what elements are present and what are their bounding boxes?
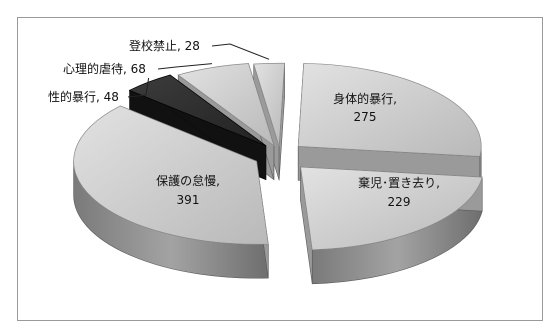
leader-line-psychological-abuse: [157, 63, 213, 70]
slice-value-abandonment: 229: [388, 195, 411, 209]
pie-slice-abandonment: [300, 166, 483, 285]
slice-label-school-ban: 登校禁止, 28: [129, 38, 200, 53]
leader-line-sexual-abuse: [127, 77, 150, 98]
slice-label-psychological-abuse: 心理的虐待, 68: [63, 61, 146, 76]
slice-label-body-violence: 身体的暴行,: [333, 91, 397, 106]
slice-label-neglect: 保護の怠慢,: [156, 173, 220, 188]
slice-label-abandonment: 棄児･置き去り,: [358, 175, 440, 190]
leader-line-school-ban: [211, 43, 270, 60]
pie-slice-neglect: [73, 105, 269, 279]
pie-slices: [73, 62, 483, 285]
slice-value-neglect: 391: [177, 193, 200, 207]
slice-value-body-violence: 275: [354, 110, 377, 124]
slice-label-sexual-abuse: 性的暴行, 48: [48, 89, 119, 104]
leader-lines: [127, 43, 270, 98]
